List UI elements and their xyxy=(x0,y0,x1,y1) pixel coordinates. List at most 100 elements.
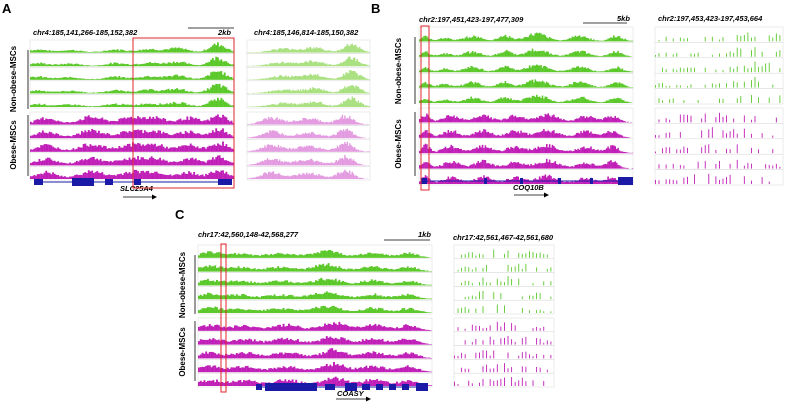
coverage-bar xyxy=(274,174,276,179)
coverage-bar xyxy=(52,50,54,53)
coverage-bar xyxy=(223,160,226,166)
coverage-bar xyxy=(184,91,187,94)
coverage-bar xyxy=(45,50,48,53)
coverage-bar xyxy=(289,353,292,359)
coverage-bar xyxy=(424,116,427,123)
coverage-bar xyxy=(322,148,324,152)
coverage-bar xyxy=(490,101,492,103)
coverage-bar xyxy=(608,53,611,57)
coverage-bar xyxy=(289,309,292,313)
coverage-bar xyxy=(270,172,272,179)
panel-b-main-coord: chr2:197,451,423-197,477,309 xyxy=(419,15,524,24)
coverage-bar xyxy=(618,118,621,123)
coverage-bar xyxy=(297,296,299,300)
coverage-bar xyxy=(322,338,325,345)
coverage-bar xyxy=(273,254,276,258)
coverage-bar xyxy=(196,65,199,67)
coverage-bar xyxy=(243,266,245,272)
coverage-bar xyxy=(369,307,371,313)
coverage-bar xyxy=(464,150,467,154)
coverage-bar xyxy=(440,118,442,123)
coverage-bar xyxy=(64,50,66,53)
coverage-bar xyxy=(69,91,71,94)
coverage-bar xyxy=(237,281,240,286)
coverage-bar xyxy=(273,308,276,313)
coverage-bar xyxy=(376,309,379,313)
coverage-bar xyxy=(216,354,218,359)
coverage-bar xyxy=(255,51,257,53)
coverage-bar xyxy=(537,33,539,42)
coverage-bar xyxy=(360,354,362,359)
coverage-bar xyxy=(108,174,111,179)
coverage-bar xyxy=(464,100,467,103)
coverage-bar xyxy=(147,118,150,125)
coverage-bar xyxy=(584,36,587,42)
coverage-bar xyxy=(533,51,535,57)
coverage-bar xyxy=(140,77,143,80)
coverage-bar xyxy=(544,174,547,184)
coverage-bar xyxy=(215,100,218,107)
coverage-bar xyxy=(295,296,298,300)
coverage-bar xyxy=(300,341,303,345)
coverage-bar xyxy=(218,117,221,125)
coverage-bar xyxy=(86,116,88,125)
coverage-bar xyxy=(89,65,92,67)
coverage-bar xyxy=(531,65,534,73)
coverage-bar xyxy=(291,308,294,313)
coverage-bar xyxy=(36,133,39,139)
coverage-bar xyxy=(217,281,220,286)
coverage-bar xyxy=(125,171,128,179)
coverage-bar xyxy=(140,118,143,125)
coverage-bar xyxy=(615,37,618,42)
coverage-bar xyxy=(581,147,584,154)
coverage-bar xyxy=(304,118,307,125)
coverage-bar xyxy=(62,77,65,80)
coverage-bar xyxy=(575,82,578,88)
coverage-bar xyxy=(338,266,341,272)
coverage-bar xyxy=(270,160,272,166)
coverage-bar xyxy=(298,268,301,272)
coverage-bar xyxy=(441,83,444,88)
coverage-bar xyxy=(711,83,713,88)
coverage-bar xyxy=(341,62,344,67)
coverage-bar xyxy=(607,100,609,103)
coverage-bar xyxy=(262,342,265,345)
coverage-bar xyxy=(440,69,442,73)
coverage-bar xyxy=(87,106,90,107)
coverage-bar xyxy=(513,116,515,123)
coverage-bar xyxy=(280,352,283,359)
coverage-bar xyxy=(160,133,163,139)
coverage-bar xyxy=(457,39,460,42)
coverage-bar xyxy=(255,341,258,345)
coverage-bar xyxy=(342,268,344,272)
coverage-bar xyxy=(316,280,319,286)
coverage-bar xyxy=(278,159,281,166)
coverage-bar xyxy=(621,53,624,57)
coverage-bar xyxy=(387,327,389,331)
coverage-bar xyxy=(181,173,184,179)
coverage-bar xyxy=(451,116,454,123)
coverage-bar xyxy=(145,119,148,125)
coverage-bar xyxy=(38,147,41,152)
coverage-bar xyxy=(568,135,571,138)
coverage-bar xyxy=(164,174,167,179)
coverage-bar xyxy=(408,326,411,331)
coverage-bar xyxy=(431,70,434,73)
coverage-bar xyxy=(201,91,204,94)
coverage-bar xyxy=(403,338,406,345)
coverage-bar xyxy=(72,134,75,139)
coverage-bar xyxy=(535,64,538,73)
coverage-bar xyxy=(466,181,468,184)
coverage-bar xyxy=(488,70,491,73)
coverage-bar xyxy=(620,53,622,57)
coverage-bar xyxy=(217,295,220,300)
coverage-bar xyxy=(605,148,608,154)
coverage-bar xyxy=(399,340,402,345)
coverage-bar xyxy=(309,46,312,53)
coverage-bar xyxy=(205,120,207,125)
coverage-bar xyxy=(326,105,329,107)
panel-b-gene-name: COQ10B xyxy=(513,183,544,192)
coverage-bar xyxy=(571,181,574,184)
coverage-bar xyxy=(157,145,160,152)
coverage-bar xyxy=(276,131,278,139)
